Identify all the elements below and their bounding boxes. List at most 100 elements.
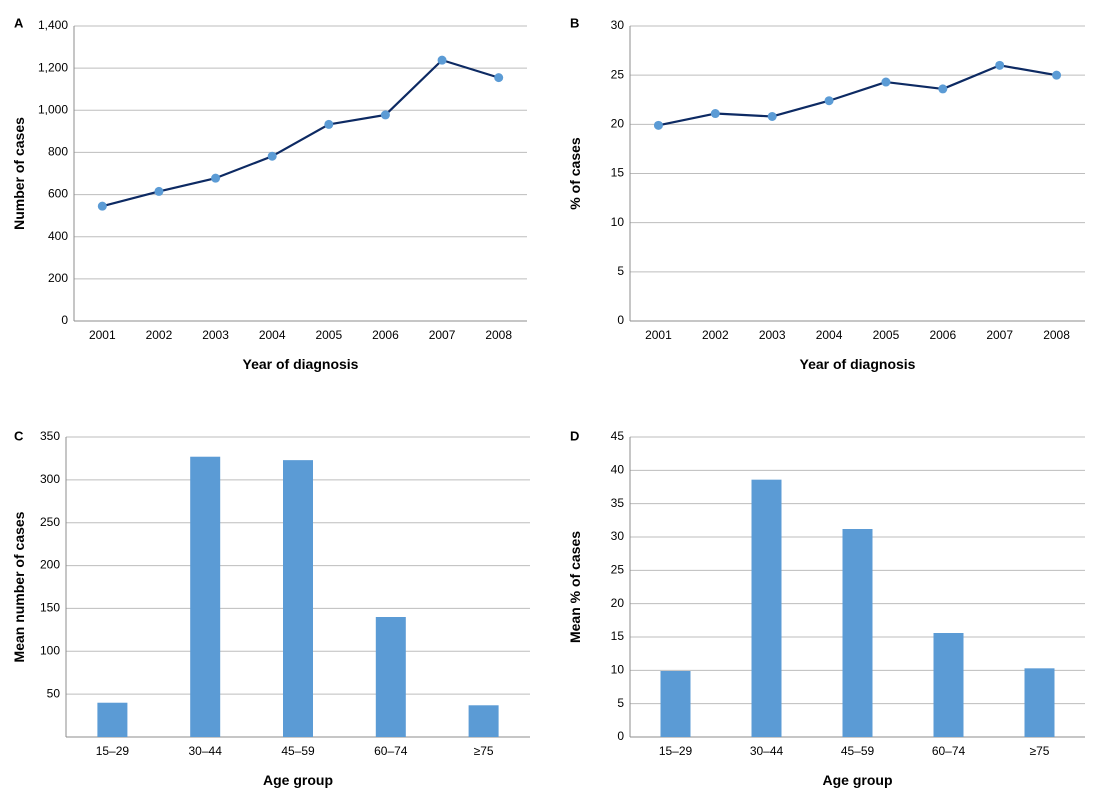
y-tick-label: 30 — [611, 529, 625, 543]
series-line — [102, 59, 500, 208]
data-point — [324, 119, 334, 129]
series-line — [658, 64, 1057, 127]
data-point — [154, 186, 164, 196]
y-tick-label: 15 — [611, 166, 625, 180]
data-point — [437, 55, 447, 65]
bar — [97, 702, 128, 737]
y-tick-label: 600 — [48, 187, 68, 201]
y-tick-label: 200 — [48, 271, 68, 285]
y-tick-label: 100 — [40, 643, 60, 657]
y-axis-title: Mean % of cases — [567, 531, 583, 643]
y-axis-title: Mean number of cases — [11, 511, 27, 662]
x-axis-title: Year of diagnosis — [243, 356, 359, 372]
y-tick-label: 1,200 — [38, 60, 68, 74]
y-tick-label: 200 — [40, 558, 60, 572]
x-axis-title: Age group — [823, 772, 893, 788]
x-tick-label: 2006 — [372, 328, 399, 342]
data-point — [211, 173, 221, 183]
y-tick-label: 0 — [617, 729, 624, 743]
panel-label: A — [14, 15, 24, 30]
y-tick-label: 20 — [611, 596, 625, 610]
x-tick-label: 2005 — [873, 328, 900, 342]
y-tick-label: 10 — [611, 215, 625, 229]
data-point — [653, 120, 663, 130]
y-tick-label: 30 — [611, 18, 625, 32]
y-tick-label: 0 — [61, 313, 68, 327]
x-tick-label: 2003 — [759, 328, 786, 342]
data-point — [767, 111, 777, 121]
x-tick-label: 2001 — [89, 328, 116, 342]
x-tick-label: 15–29 — [96, 744, 130, 758]
x-tick-label: 2004 — [259, 328, 286, 342]
y-tick-label: 5 — [617, 264, 624, 278]
y-tick-label: 25 — [611, 563, 625, 577]
bar — [468, 705, 499, 737]
x-axis-title: Year of diagnosis — [800, 356, 916, 372]
x-tick-label: 2008 — [1043, 328, 1070, 342]
x-tick-label: ≥75 — [1030, 744, 1050, 758]
y-tick-label: 250 — [40, 515, 60, 529]
chart-panel-c: C 50 100 150 200 250 300 350 15–29 30–44 45–59 60–7… — [11, 428, 530, 788]
x-tick-label: 2002 — [702, 328, 729, 342]
x-tick-label: 45–59 — [281, 744, 315, 758]
x-tick-label: 2004 — [816, 328, 843, 342]
chart-panel-b: B 0 5 10 15 20 25 30 2001 2002 2003 2004 2005 2006 200… — [567, 15, 1085, 372]
y-tick-label: 25 — [611, 67, 625, 81]
panel-label: B — [570, 15, 579, 30]
y-tick-label: 35 — [611, 496, 625, 510]
bar — [190, 456, 221, 737]
x-tick-label: 2003 — [202, 328, 229, 342]
x-tick-label: 2001 — [645, 328, 672, 342]
bar — [1024, 668, 1055, 737]
y-tick-label: 800 — [48, 145, 68, 159]
x-tick-label: 30–44 — [189, 744, 223, 758]
data-point — [824, 96, 834, 106]
x-tick-label: 45–59 — [841, 744, 875, 758]
chart-panel-a: A 0 200 400 600 800 1,000 1,200 1,400 2001 2002 200… — [11, 15, 527, 372]
y-tick-label: 50 — [47, 686, 61, 700]
x-tick-label: 2008 — [485, 328, 512, 342]
y-tick-label: 10 — [611, 663, 625, 677]
bar — [842, 529, 873, 737]
y-tick-label: 5 — [617, 696, 624, 710]
data-point — [494, 73, 504, 83]
y-tick-label: 400 — [48, 229, 68, 243]
chart-panel-d: D 0 5 10 15 20 25 30 35 40 45 15–29 30–44 45–59 60–74 ≥… — [567, 428, 1085, 788]
bar — [933, 633, 964, 737]
y-tick-label: 20 — [611, 117, 625, 131]
bar — [283, 460, 313, 737]
y-tick-label: 40 — [611, 463, 625, 477]
data-point — [881, 77, 891, 87]
y-tick-label: 1,000 — [38, 102, 68, 116]
y-tick-label: 350 — [40, 429, 60, 443]
data-point — [1052, 70, 1062, 80]
data-point — [97, 201, 107, 211]
x-tick-label: 30–44 — [750, 744, 784, 758]
data-point — [938, 84, 948, 94]
data-point — [267, 151, 277, 161]
y-tick-label: 45 — [611, 429, 625, 443]
x-tick-label: 60–74 — [932, 744, 966, 758]
data-point — [380, 110, 390, 120]
y-tick-label: 300 — [40, 472, 60, 486]
data-point — [710, 109, 720, 119]
x-tick-label: 15–29 — [659, 744, 693, 758]
panel-label: C — [14, 428, 24, 443]
x-tick-label: 2007 — [986, 328, 1013, 342]
x-axis-title: Age group — [263, 772, 333, 788]
x-tick-label: ≥75 — [474, 744, 494, 758]
panel-label: D — [570, 428, 579, 443]
y-tick-label: 1,400 — [38, 18, 68, 32]
y-tick-label: 0 — [617, 313, 624, 327]
data-point — [995, 60, 1005, 70]
x-tick-label: 60–74 — [374, 744, 408, 758]
bar — [751, 479, 782, 737]
y-axis-title: Number of cases — [11, 117, 27, 230]
y-tick-label: 150 — [40, 601, 60, 615]
y-axis-title: % of cases — [567, 137, 583, 210]
x-tick-label: 2002 — [146, 328, 173, 342]
bar — [375, 617, 406, 737]
x-tick-label: 2005 — [315, 328, 342, 342]
x-tick-label: 2006 — [929, 328, 956, 342]
